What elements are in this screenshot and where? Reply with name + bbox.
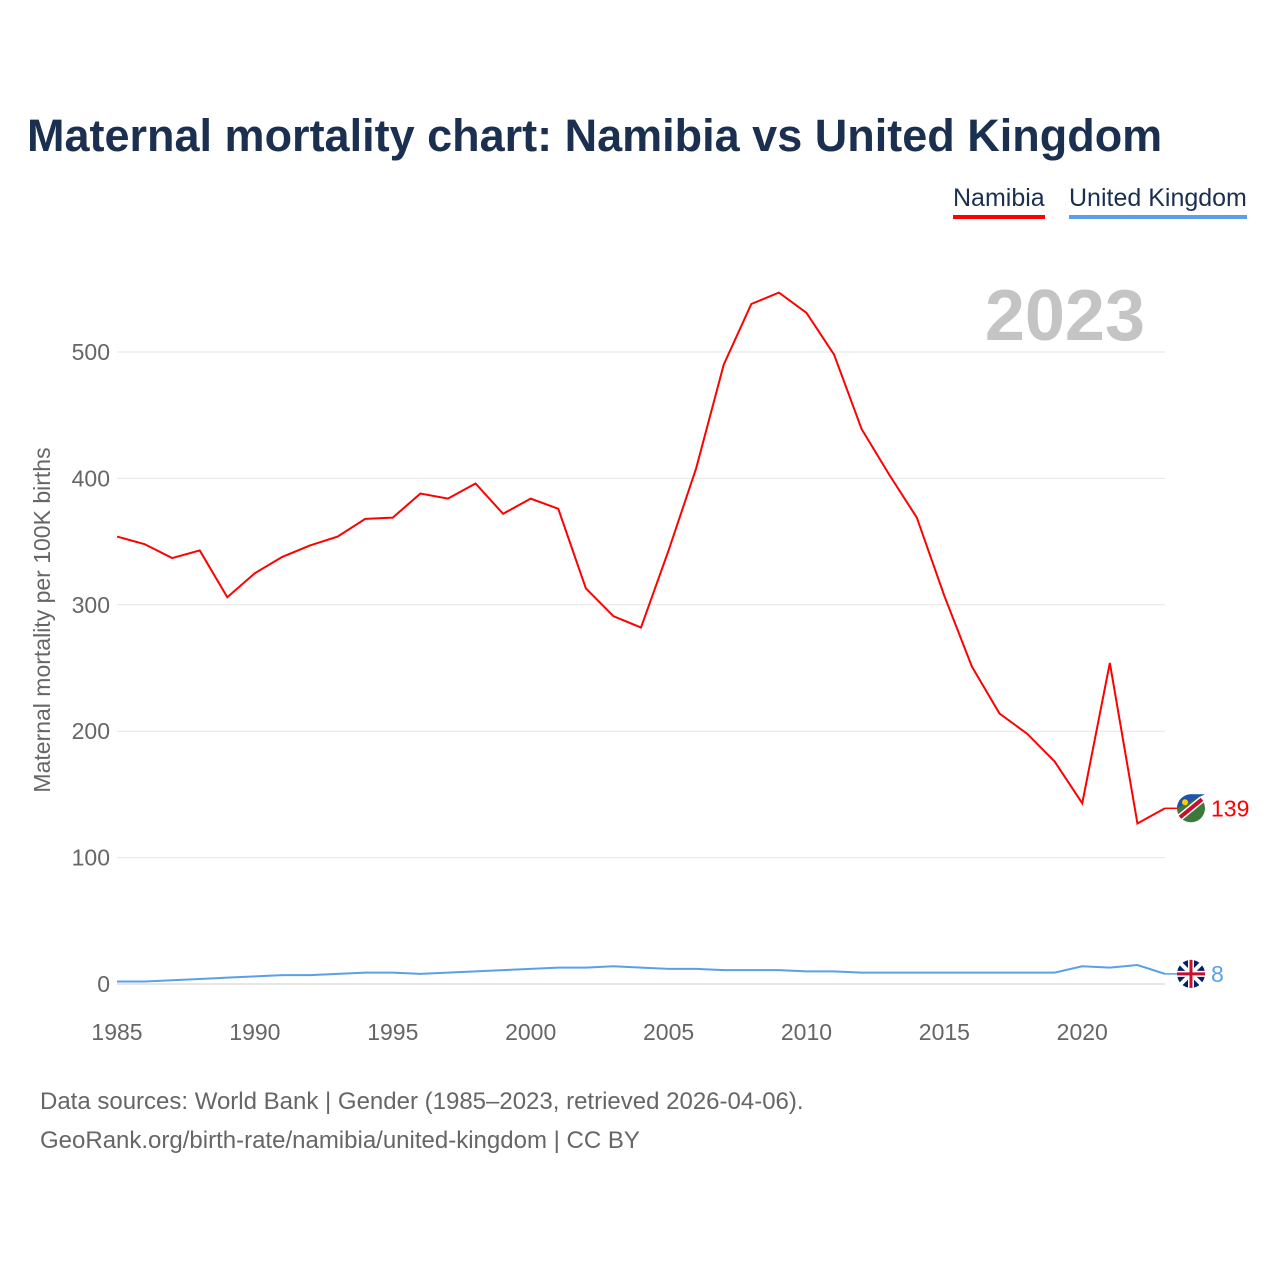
year-label: 2023 — [985, 276, 1145, 356]
y-tick-label: 500 — [72, 339, 110, 365]
x-tick-label: 1990 — [229, 1019, 280, 1045]
y-tick-label: 400 — [72, 465, 110, 491]
chart-title: Maternal mortality chart: Namibia vs Uni… — [27, 110, 1163, 161]
series-line-namibia — [116, 291, 1166, 826]
flag-sun — [1182, 799, 1188, 806]
source-line-1: Data sources: World Bank | Gender (1985–… — [40, 1088, 804, 1115]
x-tick-label: 2000 — [505, 1019, 556, 1045]
flag-stripe-red — [1178, 797, 1204, 819]
y-axis-label: Maternal mortality per 100K births — [29, 447, 55, 792]
flag-cross-red — [1177, 959, 1205, 988]
x-tick-label: 2020 — [1057, 1019, 1108, 1045]
series-line-united-kingdom — [117, 964, 1166, 983]
legend-united-kingdom[interactable]: United Kingdom — [1069, 184, 1247, 219]
y-tick-label: 300 — [72, 592, 110, 618]
source-line-2[interactable]: GeoRank.org/birth-rate/namibia/united-ki… — [40, 1127, 640, 1154]
y-tick-label: 0 — [97, 971, 110, 997]
end-value-label: 8 — [1211, 961, 1224, 987]
x-tick-label: 2015 — [919, 1019, 970, 1045]
y-tick-label: 100 — [72, 845, 110, 871]
y-tick-label: 200 — [72, 718, 110, 744]
x-tick-label: 1985 — [91, 1019, 142, 1045]
legend-namibia[interactable]: Namibia — [953, 184, 1045, 219]
end-value-label: 139 — [1211, 795, 1249, 821]
x-tick-label: 2005 — [643, 1019, 694, 1045]
x-tick-label: 2010 — [781, 1019, 832, 1045]
x-tick-label: 1995 — [367, 1019, 418, 1045]
